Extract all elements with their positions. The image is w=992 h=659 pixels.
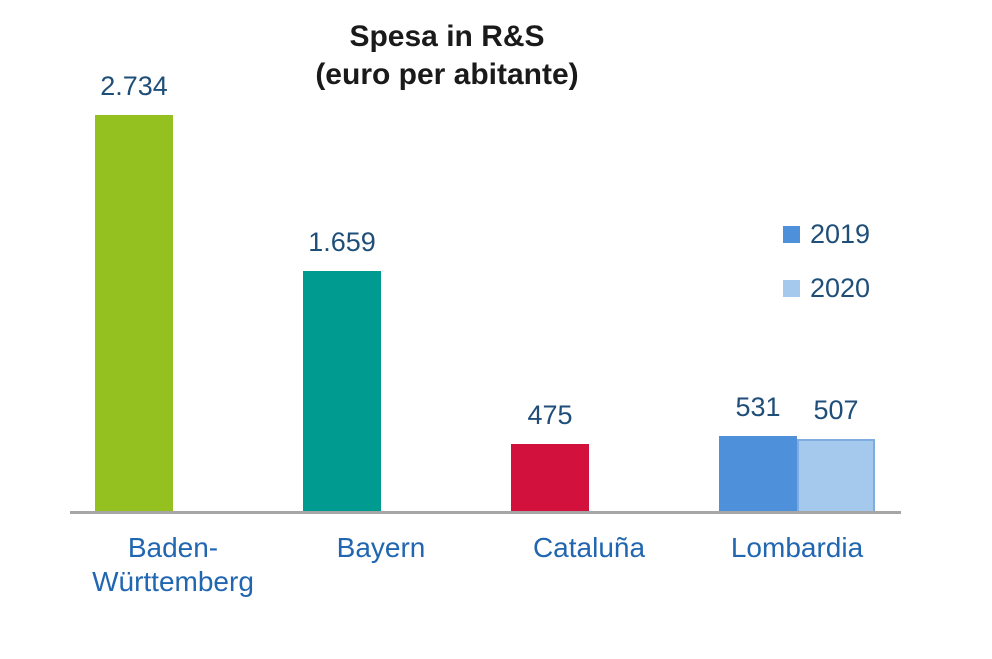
legend-label: 2020 — [810, 272, 871, 303]
category-label-lombardia: Lombardia — [730, 532, 864, 563]
category-label-baden-w-rttemberg: Baden-Württemberg — [92, 532, 254, 597]
legend-swatch-icon — [783, 225, 800, 243]
bar-baden-w-rttemberg-2019 — [95, 115, 173, 513]
category-label-catalu-a: Cataluña — [532, 532, 646, 563]
value-label-lombardia-2020: 507 — [813, 395, 859, 425]
legend-label: 2019 — [810, 218, 871, 249]
chart-title-block: Spesa in R&S (euro per abitante) — [147, 18, 747, 94]
bar-bayern-2019 — [303, 271, 381, 513]
bar-lombardia-2020 — [797, 439, 875, 513]
legend: 2019 2020 — [783, 219, 870, 327]
bar-catalu-a-2019 — [511, 444, 589, 513]
chart-subtitle: (euro per abitante) — [315, 58, 579, 91]
x-axis-line — [70, 511, 901, 514]
chart-title: Spesa in R&S — [349, 20, 545, 53]
legend-swatch-icon — [783, 279, 800, 297]
legend-entry-2019: 2019 — [783, 219, 870, 249]
value-label-bayern-2019: 1.659 — [308, 227, 376, 257]
value-label-lombardia-2019: 531 — [735, 392, 781, 422]
value-label-baden-w-rttemberg-2019: 2.734 — [100, 71, 168, 101]
legend-entry-2020: 2020 — [783, 273, 870, 303]
category-label-bayern: Bayern — [336, 532, 426, 563]
value-label-catalu-a-2019: 475 — [527, 400, 573, 430]
bar-lombardia-2019 — [719, 436, 797, 513]
